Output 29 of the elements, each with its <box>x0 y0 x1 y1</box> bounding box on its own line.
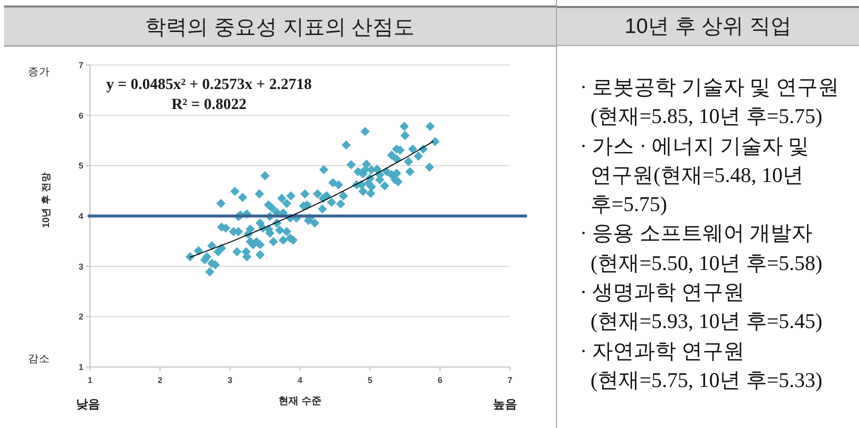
x-tick-label: 4 <box>298 375 303 385</box>
y-tick-label: 5 <box>78 160 84 171</box>
text: · 가스 · 에너지 기술자 및 연구원(현재=5.48, 10년 후=5.75) <box>580 132 810 218</box>
y-tick-label: 7 <box>78 60 84 70</box>
y-tick-label: 3 <box>78 261 84 272</box>
x-tick-label: 2 <box>158 375 163 385</box>
text: 감소 <box>28 353 50 365</box>
x-tick-label: 7 <box>508 375 513 385</box>
x-tick-label: 5 <box>368 375 373 385</box>
y-tick-label: 2 <box>78 312 84 322</box>
text: 낮음 <box>76 397 100 411</box>
y-tick-label: 1 <box>78 362 84 372</box>
x-axis-title: 현재 수준 <box>278 396 322 407</box>
chart-title: 학력의 중요성 지표의 산점도 <box>145 16 415 39</box>
y-tick-label: 6 <box>78 110 84 120</box>
text: · 응용 소프트웨어 개발자 (현재=5.50, 10년 후=5.58) <box>580 220 824 277</box>
text: 높음 <box>493 397 517 411</box>
annotation: R² = 0.8022 <box>171 96 247 113</box>
annotation: y = 0.0485x² + 0.2573x + 2.2718 <box>106 76 312 93</box>
x-tick-label: 3 <box>228 375 233 385</box>
x-tick-label: 1 <box>88 375 93 385</box>
text: · 자연과학 연구원 (현재=5.75, 10년 후=5.33) <box>580 338 824 394</box>
text: · 로봇공학 기술자 및 연구원 (현재=5.85, 10년 후=5.75) <box>580 74 840 130</box>
y-axis-title: 10년 후 전망 <box>41 172 52 228</box>
x-tick-label: 6 <box>438 375 443 385</box>
text: 10년 후 상위 직업 <box>624 14 792 38</box>
y-tick-label: 4 <box>78 211 84 221</box>
text: 증가 <box>28 66 50 78</box>
text: · 생명과학 연구원 (현재=5.93, 10년 후=5.45) <box>580 279 824 336</box>
